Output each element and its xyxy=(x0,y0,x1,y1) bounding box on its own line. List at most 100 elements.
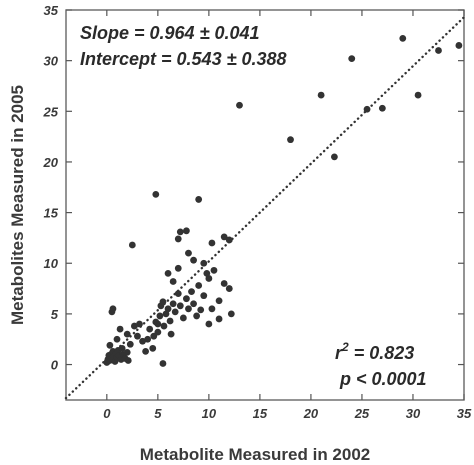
data-point xyxy=(156,312,164,320)
data-point xyxy=(166,317,174,325)
data-point xyxy=(195,196,203,203)
y-tick-label: 25 xyxy=(43,104,59,119)
data-point xyxy=(167,330,175,338)
data-point xyxy=(363,105,371,113)
r-squared-value: = 0.823 xyxy=(349,343,415,363)
r-squared-annotation: r2 = 0.823 xyxy=(335,340,414,363)
p-value-annotation: p < 0.0001 xyxy=(339,369,427,389)
data-point xyxy=(136,320,143,328)
data-point xyxy=(236,101,243,109)
data-point xyxy=(215,315,223,323)
data-point xyxy=(106,341,114,349)
data-point xyxy=(190,256,197,264)
data-point xyxy=(146,325,154,333)
data-point xyxy=(128,241,136,249)
data-point xyxy=(113,335,121,343)
x-tick-label: 10 xyxy=(202,406,217,421)
data-point xyxy=(183,227,190,235)
data-point xyxy=(144,335,152,343)
data-point xyxy=(152,190,160,198)
y-tick-label: 20 xyxy=(43,155,59,170)
y-axis-title: Metabolites Measured in 2005 xyxy=(8,85,27,325)
data-point xyxy=(154,320,162,328)
data-point xyxy=(139,337,146,345)
data-point xyxy=(208,239,216,247)
data-point xyxy=(193,312,201,320)
y-tick-label: 10 xyxy=(44,256,59,271)
data-point xyxy=(195,282,203,289)
data-point xyxy=(160,322,168,330)
data-point xyxy=(109,305,117,313)
data-point xyxy=(123,348,131,356)
data-point xyxy=(159,298,167,306)
data-point xyxy=(176,228,184,236)
data-point xyxy=(205,320,213,328)
data-point xyxy=(190,300,197,308)
x-axis-ticks: 0 5 10 15 20 25 30 35 xyxy=(103,10,472,421)
data-point xyxy=(200,292,208,300)
data-point xyxy=(149,344,157,352)
x-tick-label: 15 xyxy=(253,406,268,421)
data-point xyxy=(200,259,208,267)
data-point xyxy=(183,295,190,303)
data-point xyxy=(378,104,386,112)
data-point xyxy=(185,249,192,257)
data-point xyxy=(210,266,218,274)
data-point xyxy=(174,264,182,272)
data-point xyxy=(159,360,167,367)
x-tick-label: 20 xyxy=(303,406,319,421)
x-tick-label: 30 xyxy=(406,406,421,421)
r-squared-exponent: 2 xyxy=(341,340,349,354)
data-point xyxy=(287,136,294,144)
data-point xyxy=(227,310,235,318)
data-point xyxy=(348,55,356,63)
x-tick-label: 5 xyxy=(154,406,162,421)
y-tick-label: 30 xyxy=(44,54,59,69)
data-point xyxy=(169,278,177,285)
data-point xyxy=(176,302,184,310)
data-point xyxy=(435,47,442,54)
data-point xyxy=(124,357,132,364)
intercept-annotation: Intercept = 0.543 ± 0.388 xyxy=(80,49,287,69)
data-point xyxy=(134,332,141,340)
plot-area xyxy=(65,9,465,401)
data-point xyxy=(142,347,150,355)
x-tick-label: 35 xyxy=(457,406,472,421)
data-points xyxy=(103,34,463,367)
data-point xyxy=(126,340,134,348)
data-point xyxy=(414,91,422,99)
r-squared-symbol: r xyxy=(335,343,343,363)
x-axis-title: Metabolite Measured in 2002 xyxy=(140,445,371,464)
y-tick-label: 0 xyxy=(51,358,59,373)
data-point xyxy=(203,269,211,277)
data-point xyxy=(164,305,172,313)
y-tick-label: 35 xyxy=(44,3,59,18)
x-tick-label: 0 xyxy=(103,406,111,421)
data-point xyxy=(123,330,131,338)
data-point xyxy=(399,34,407,42)
y-axis-ticks: 0 5 10 15 20 25 30 35 xyxy=(43,3,464,373)
data-point xyxy=(220,280,228,287)
data-point xyxy=(174,235,182,243)
data-point xyxy=(197,306,205,314)
data-point xyxy=(185,305,192,313)
data-point xyxy=(164,269,172,277)
data-point xyxy=(215,297,223,305)
data-point xyxy=(188,288,195,296)
y-tick-label: 15 xyxy=(44,206,59,221)
data-point xyxy=(171,308,179,316)
data-point xyxy=(225,285,233,292)
data-point xyxy=(330,153,338,161)
data-point xyxy=(174,290,182,298)
x-tick-label: 25 xyxy=(354,406,370,421)
data-point xyxy=(455,42,463,49)
data-point xyxy=(154,328,162,336)
data-point xyxy=(179,314,187,322)
data-point xyxy=(208,305,216,313)
y-tick-label: 5 xyxy=(51,307,59,322)
data-point xyxy=(118,344,126,352)
data-point xyxy=(220,233,228,241)
data-point xyxy=(130,322,138,330)
data-point xyxy=(169,300,177,308)
